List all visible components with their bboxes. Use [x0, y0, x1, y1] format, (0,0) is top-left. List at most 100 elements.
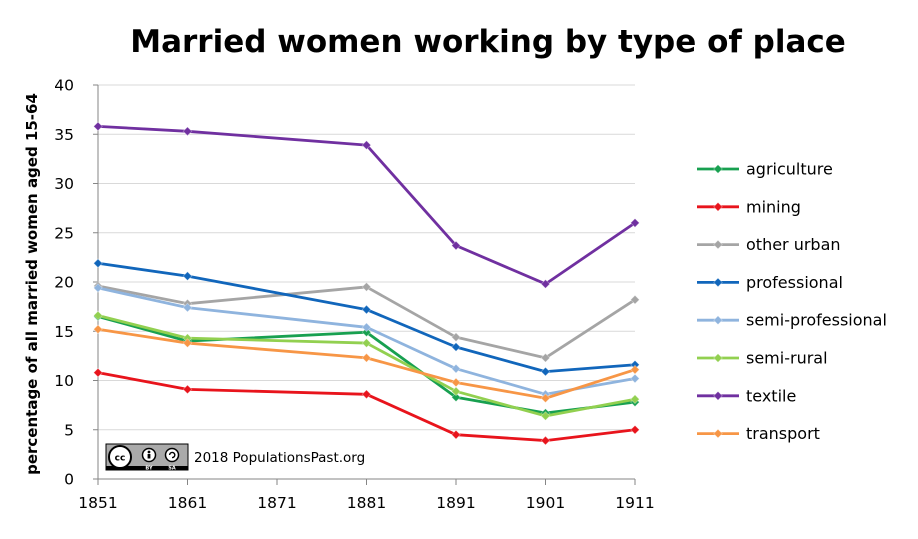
data-point [540, 393, 551, 404]
data-point [630, 394, 640, 405]
data-point [93, 258, 103, 269]
data-point [361, 389, 372, 400]
series-line [97, 261, 636, 374]
y-tick-label: 35 [54, 126, 74, 144]
legend-label: mining [746, 197, 801, 216]
data-point [361, 352, 372, 363]
y-axis-ticks: 0 5 10 15 20 25 30 35 40 [54, 77, 98, 489]
cc-icon [108, 445, 132, 469]
series-semi-rural [93, 310, 640, 421]
x-tick-label: 1861 [168, 494, 207, 512]
data-point [361, 140, 372, 150]
y-tick-label: 0 [64, 471, 74, 489]
legend-item: mining [697, 197, 801, 216]
y-tick-label: 20 [54, 274, 74, 292]
series-transport [93, 324, 640, 404]
data-point [361, 304, 372, 315]
data-point [93, 121, 103, 132]
series-line [97, 124, 636, 286]
data-point [93, 324, 103, 335]
cc-license-badge: cc BY SA [105, 443, 189, 472]
credit: cc BY SA 2018 PopulationsPast.org [105, 443, 365, 472]
y-tick-label: 15 [54, 323, 74, 341]
data-point [361, 338, 372, 348]
data-point [540, 435, 551, 446]
data-point [182, 126, 193, 137]
by-label: BY [145, 466, 153, 472]
data-point [540, 411, 551, 421]
sa-label: SA [168, 466, 176, 472]
credit-text: 2018 PopulationsPast.org [194, 450, 365, 466]
legend-marker [713, 428, 723, 439]
legend-marker [713, 239, 723, 250]
legend-label: semi-rural [746, 349, 828, 368]
x-tick-label: 1901 [526, 494, 565, 512]
data-point [182, 271, 193, 281]
legend-label: semi-professional [746, 311, 887, 330]
data-point [540, 366, 551, 377]
series-textile [93, 121, 640, 289]
data-point [451, 392, 461, 403]
series-professional [93, 258, 640, 377]
x-axis-ticks: 1851 1861 1871 1881 1891 1901 1911 [78, 479, 655, 512]
legend-item: textile [697, 386, 796, 405]
series-line [97, 314, 636, 418]
series-other-urban [93, 281, 640, 363]
legend-label: other urban [746, 235, 841, 254]
sa-icon [164, 447, 180, 463]
data-point [182, 302, 193, 313]
series-lines [93, 121, 640, 446]
legend-marker [713, 277, 723, 288]
y-tick-label: 40 [54, 77, 74, 95]
y-tick-label: 25 [54, 224, 74, 242]
gridlines [98, 84, 635, 431]
data-point [451, 342, 461, 352]
data-point [451, 429, 461, 440]
legend-marker [713, 164, 723, 174]
cc-icon-label: cc [115, 454, 126, 464]
y-tick-label: 10 [54, 372, 74, 390]
legend-label: professional [746, 273, 843, 292]
data-point [630, 218, 640, 228]
x-tick-label: 1851 [78, 494, 117, 512]
data-point [630, 373, 640, 384]
data-point [540, 279, 551, 289]
data-point [451, 363, 461, 374]
legend-item: other urban [697, 235, 841, 254]
data-point [451, 377, 461, 388]
series-line [97, 315, 636, 415]
data-point [361, 282, 372, 292]
series-line [97, 371, 636, 442]
chart-title: Married women working by type of place [130, 24, 846, 60]
y-tick-label: 30 [54, 175, 74, 193]
x-tick-label: 1881 [347, 494, 386, 512]
legend-marker [713, 201, 723, 212]
series-line [97, 286, 636, 396]
legend-marker [713, 353, 723, 363]
legend-label: textile [746, 386, 796, 405]
legend-item: agriculture [697, 160, 833, 179]
y-axis-label: percentage of all married women aged 15-… [23, 93, 41, 475]
data-point [182, 338, 193, 348]
data-point [451, 386, 461, 397]
data-point [93, 310, 103, 321]
data-point [630, 364, 640, 375]
legend-label: transport [746, 424, 820, 443]
data-point [182, 384, 193, 395]
series-line [97, 284, 636, 360]
legend-label: agriculture [746, 160, 833, 179]
data-point [451, 332, 461, 343]
data-point [540, 352, 551, 363]
data-point [361, 327, 372, 338]
legend-marker [713, 315, 723, 326]
data-point [630, 424, 640, 435]
data-point [93, 367, 103, 378]
legend-item: transport [697, 424, 820, 443]
series-mining [93, 367, 640, 446]
data-point [451, 240, 461, 251]
data-point [361, 322, 372, 333]
x-tick-label: 1871 [257, 494, 296, 512]
data-point [93, 283, 103, 293]
legend-item: professional [697, 273, 843, 292]
